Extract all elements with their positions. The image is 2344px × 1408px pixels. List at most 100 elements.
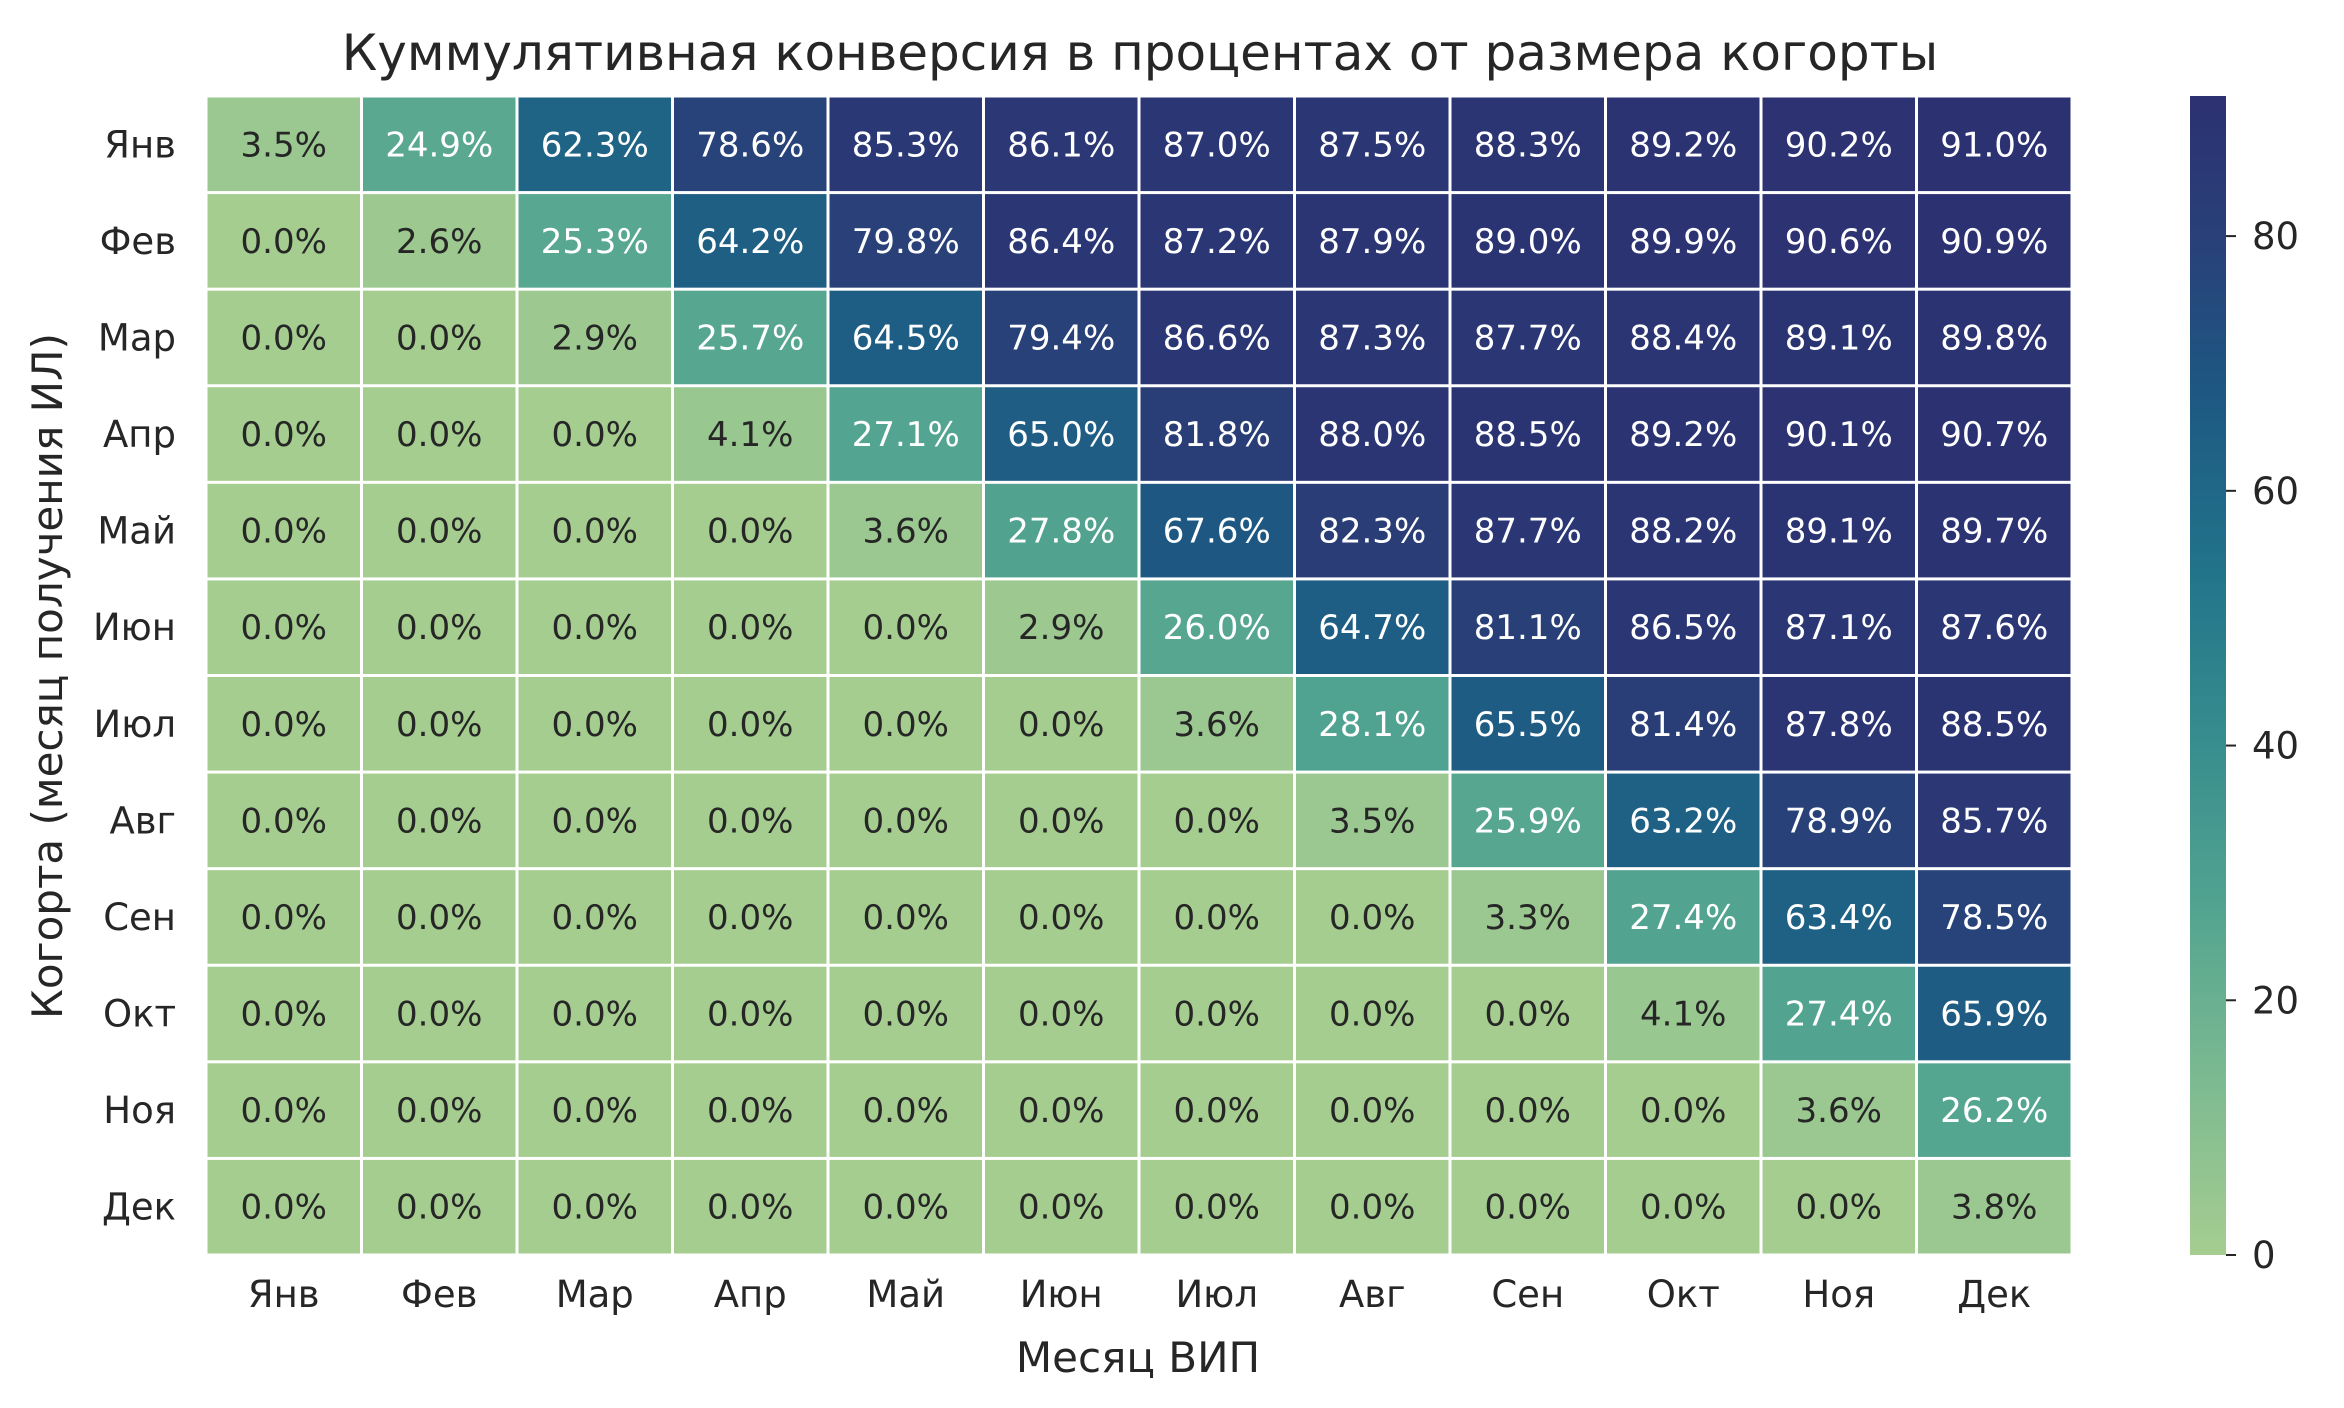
cell-value-label: 88.5%: [1474, 415, 1582, 455]
cell-value-label: 0.0%: [1174, 995, 1260, 1035]
cell-value-label: 0.0%: [707, 512, 793, 552]
heatmap-cell: [985, 387, 1138, 481]
cell-value-label: 0.0%: [552, 415, 638, 455]
heatmap-cell: [518, 194, 671, 288]
cell-value-label: 0.0%: [863, 898, 949, 938]
cell-value-label: 78.9%: [1785, 801, 1893, 841]
heatmap-cell: [1607, 966, 1760, 1061]
cell-value-label: 0.0%: [552, 801, 638, 841]
heatmap-cell: [985, 773, 1138, 868]
heatmap-cell: [1762, 1159, 1915, 1254]
cell-value-label: 64.2%: [696, 222, 804, 262]
heatmap-cell: [1451, 580, 1604, 674]
heatmap-cell: [363, 290, 516, 385]
heatmap-cell: [1607, 387, 1760, 481]
cell-value-label: 0.0%: [1018, 705, 1104, 745]
cell-value-label: 3.5%: [1329, 801, 1415, 841]
heatmap-cell: [363, 1063, 516, 1157]
cell-value-label: 0.0%: [1485, 1188, 1571, 1228]
heatmap-cell: [829, 483, 982, 578]
heatmap-cell: [1762, 1063, 1915, 1157]
heatmap-cell: [985, 966, 1138, 1061]
cell-value-label: 0.0%: [707, 705, 793, 745]
heatmap-cell: [1607, 290, 1760, 385]
cell-value-label: 0.0%: [241, 1188, 327, 1228]
y-tick-label: Май: [97, 510, 176, 553]
heatmap-cell: [518, 483, 671, 578]
x-tick-label: Ноя: [1802, 1273, 1875, 1316]
heatmap-cell: [1451, 1063, 1604, 1157]
cell-value-label: 27.8%: [1007, 512, 1115, 552]
x-tick-label: Янв: [248, 1273, 320, 1316]
cell-value-label: 4.1%: [707, 415, 793, 455]
y-tick-label: Ноя: [103, 1089, 176, 1132]
heatmap-cell: [1918, 194, 2071, 288]
heatmap-cell: [829, 1159, 982, 1254]
x-tick-labels: Янв Фев Мар Апр Май Июн Июл Авг Сен Окт Ноя Дек: [248, 1273, 2031, 1316]
cell-value-label: 87.6%: [1940, 608, 2048, 648]
heatmap-cell: [363, 97, 516, 192]
heatmap-cell: [985, 580, 1138, 674]
cell-value-label: 0.0%: [396, 415, 482, 455]
cell-value-label: 85.3%: [852, 125, 960, 165]
heatmap-cell: [1918, 580, 2071, 674]
y-tick-label: Июн: [93, 606, 176, 649]
heatmap-cell: [985, 677, 1138, 771]
cell-value-label: 65.0%: [1007, 415, 1115, 455]
heatmap-cell: [829, 870, 982, 964]
heatmap-cell: [674, 483, 827, 578]
heatmap-cell: [985, 870, 1138, 964]
cell-value-label: 0.0%: [241, 995, 327, 1035]
heatmap-cell: [363, 580, 516, 674]
heatmap-cell: [1451, 387, 1604, 481]
cell-value-label: 27.4%: [1785, 995, 1893, 1035]
cell-value-label: 0.0%: [1174, 898, 1260, 938]
heatmap-cell: [363, 194, 516, 288]
cell-value-label: 27.1%: [852, 415, 960, 455]
cell-value-label: 0.0%: [396, 705, 482, 745]
colorbar-tick-label: 20: [2252, 979, 2299, 1022]
cell-value-label: 0.0%: [241, 608, 327, 648]
cell-value-label: 0.0%: [241, 1091, 327, 1131]
heatmap-cell: [1451, 966, 1604, 1061]
cell-value-label: 89.1%: [1785, 512, 1893, 552]
heatmap-cell: [1296, 966, 1449, 1061]
heatmap-cell: [1140, 97, 1293, 192]
heatmap-cell: [363, 870, 516, 964]
cell-value-label: 3.5%: [241, 125, 327, 165]
heatmap-cell: [1296, 580, 1449, 674]
cell-value-label: 3.6%: [1796, 1091, 1882, 1131]
heatmap-cell: [1607, 677, 1760, 771]
heatmap-cell: [985, 483, 1138, 578]
cell-value-label: 26.2%: [1940, 1091, 2048, 1131]
cell-value-label: 85.7%: [1940, 801, 2048, 841]
cell-value-label: 0.0%: [1174, 1188, 1260, 1228]
cell-value-label: 87.3%: [1318, 318, 1426, 358]
cell-value-label: 0.0%: [1329, 995, 1415, 1035]
colorbar-tick-label: 60: [2252, 470, 2299, 513]
y-tick-label: Фев: [100, 220, 176, 263]
cell-value-label: 90.7%: [1940, 415, 2048, 455]
heatmap-cell: [674, 387, 827, 481]
heatmap-cell: [363, 1159, 516, 1254]
cell-value-label: 86.4%: [1007, 222, 1115, 262]
cell-value-label: 25.7%: [696, 318, 804, 358]
heatmap-cell: [829, 773, 982, 868]
cell-value-label: 3.8%: [1951, 1188, 2037, 1228]
heatmap-cell: [207, 290, 360, 385]
heatmap-cell: [1140, 773, 1293, 868]
heatmap-cell: [518, 870, 671, 964]
cell-value-label: 89.2%: [1629, 125, 1737, 165]
heatmap-cell: [1918, 870, 2071, 964]
cell-value-label: 0.0%: [863, 995, 949, 1035]
heatmap-cell: [674, 290, 827, 385]
cell-value-label: 88.4%: [1629, 318, 1737, 358]
cell-value-label: 28.1%: [1318, 705, 1426, 745]
y-tick-label: Авг: [109, 799, 176, 842]
cell-value-label: 86.5%: [1629, 608, 1737, 648]
colorbar-tick-label: 0: [2252, 1234, 2276, 1277]
heatmap-cell: [1607, 773, 1760, 868]
heatmap-cell: [1296, 1063, 1449, 1157]
cell-value-label: 88.0%: [1318, 415, 1426, 455]
heatmap-cell: [1451, 677, 1604, 771]
